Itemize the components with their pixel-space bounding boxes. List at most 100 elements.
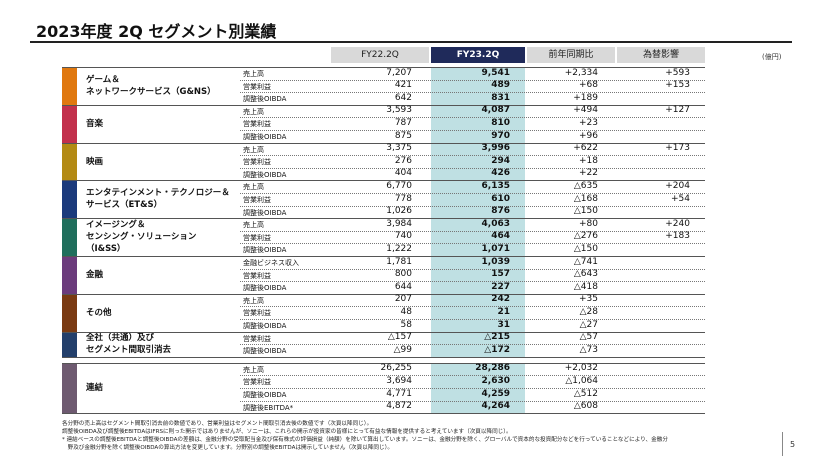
segment-separator — [62, 218, 705, 220]
value-cell: 831 — [491, 92, 510, 103]
value-cell: 58 — [400, 319, 412, 330]
row-label: 営業利益 — [243, 158, 271, 167]
value-cell: +18 — [579, 155, 598, 166]
page-number: 5 — [790, 440, 796, 449]
segment-separator — [62, 67, 705, 68]
value-cell: 810 — [491, 117, 510, 128]
row-label: 調整後OIBDA — [243, 322, 287, 330]
value-cell: 1,039 — [481, 256, 510, 267]
value-cell: 421 — [394, 80, 412, 91]
segment-separator — [62, 413, 705, 415]
column-header: 為替影響 — [617, 47, 705, 63]
row-label: 調整後OIBDA — [243, 246, 287, 255]
row-label: 営業利益 — [243, 196, 271, 204]
value-cell: 9,541 — [481, 67, 510, 78]
value-cell: △27 — [579, 319, 598, 330]
value-cell: 26,255 — [380, 363, 413, 374]
value-cell: 4,063 — [481, 218, 510, 229]
value-cell: 3,996 — [481, 143, 510, 154]
row-label: 営業利益 — [243, 378, 271, 387]
value-cell: 48 — [400, 306, 412, 317]
segment-name: セグメント間取引消去 — [86, 345, 172, 356]
value-cell: +153 — [665, 80, 690, 91]
value-cell: +494 — [573, 105, 598, 116]
row-separator — [240, 205, 705, 207]
row-separator — [240, 388, 705, 389]
row-label: 営業利益 — [243, 309, 271, 318]
row-label: 調整後OIBDA — [243, 208, 287, 217]
segment-separator — [62, 256, 705, 257]
row-label: 調整後OIBDA — [243, 133, 287, 141]
value-cell: 294 — [491, 155, 510, 166]
segment-separator — [62, 331, 705, 333]
segment-name: 音楽 — [86, 118, 104, 129]
footnote: * 連結ベースの調整後EBITDAと調整後OIBDAの差額は、金融分野の受取配当… — [62, 437, 668, 444]
value-cell: 4,259 — [481, 388, 510, 399]
value-cell: △157 — [387, 332, 412, 343]
value-cell: +54 — [671, 193, 690, 204]
value-cell: 800 — [394, 269, 412, 280]
segment-color-bar — [62, 142, 77, 181]
segment-separator — [62, 356, 705, 358]
footnote: 調整後OIBDA及び調整後EBITDAはIFRSに則った開示ではありませんが、ソ… — [62, 429, 512, 436]
footnote: 野及び金融分野を除く調整後OIBDAの算出方法を変更しています。分野別の調整後E… — [62, 445, 394, 452]
row-label: 売上高 — [243, 107, 264, 116]
row-separator — [240, 92, 705, 94]
title-underline — [30, 41, 792, 43]
value-cell: 31 — [497, 319, 510, 330]
row-label: 調整後OIBDA — [243, 347, 287, 356]
segment-name: （I&SS） — [86, 244, 126, 255]
value-cell: △1,064 — [565, 375, 598, 386]
value-cell: 778 — [394, 193, 412, 204]
segment-color-bar — [62, 331, 77, 357]
value-cell: 3,694 — [386, 375, 412, 386]
segment-name: 連結 — [86, 383, 104, 393]
value-cell: 1,781 — [386, 256, 412, 267]
highlight-column — [431, 67, 525, 105]
value-cell: 1,026 — [386, 206, 412, 217]
value-cell: 464 — [491, 231, 510, 242]
value-cell: △172 — [484, 344, 510, 355]
value-cell: △150 — [573, 206, 598, 217]
value-cell: 404 — [394, 168, 412, 179]
segment-name: 全社（共通）及び — [86, 333, 155, 344]
value-cell: 157 — [491, 269, 510, 280]
segment-separator — [62, 362, 705, 364]
value-cell: 3,593 — [386, 105, 412, 116]
value-cell: 426 — [491, 168, 510, 179]
value-cell: △99 — [393, 344, 412, 355]
value-cell: △28 — [579, 306, 598, 317]
value-cell: △608 — [573, 401, 598, 412]
value-cell: +2,334 — [564, 67, 598, 78]
segment-separator — [62, 142, 705, 144]
value-cell: +240 — [665, 218, 690, 229]
segment-color-bar — [62, 256, 77, 294]
value-cell: 227 — [491, 281, 510, 292]
value-cell: △418 — [573, 281, 598, 292]
value-cell: 970 — [491, 130, 510, 141]
row-label: 売上高 — [243, 296, 264, 305]
segment-separator — [62, 180, 705, 182]
value-cell: +35 — [579, 294, 598, 305]
row-label: 営業利益 — [243, 233, 271, 242]
highlight-column — [431, 104, 525, 143]
value-cell: △73 — [579, 344, 598, 355]
segment-name: 金融 — [86, 269, 104, 280]
row-label: 営業利益 — [243, 120, 271, 129]
value-cell: 7,207 — [386, 67, 412, 78]
row-separator — [240, 400, 705, 402]
value-cell: 4,264 — [481, 401, 510, 412]
value-cell: 4,087 — [481, 105, 510, 116]
value-cell: △643 — [573, 269, 598, 280]
row-separator — [240, 268, 705, 270]
highlight-column — [431, 256, 525, 294]
row-separator — [240, 344, 705, 346]
page-number-divider — [782, 432, 783, 456]
row-separator — [240, 117, 705, 119]
row-separator — [240, 193, 705, 194]
value-cell: 787 — [394, 117, 412, 128]
segment-color-bar — [62, 180, 77, 219]
row-label: 営業利益 — [243, 82, 271, 91]
segment-name: エンタテインメント・テクノロジー＆ — [86, 188, 230, 199]
